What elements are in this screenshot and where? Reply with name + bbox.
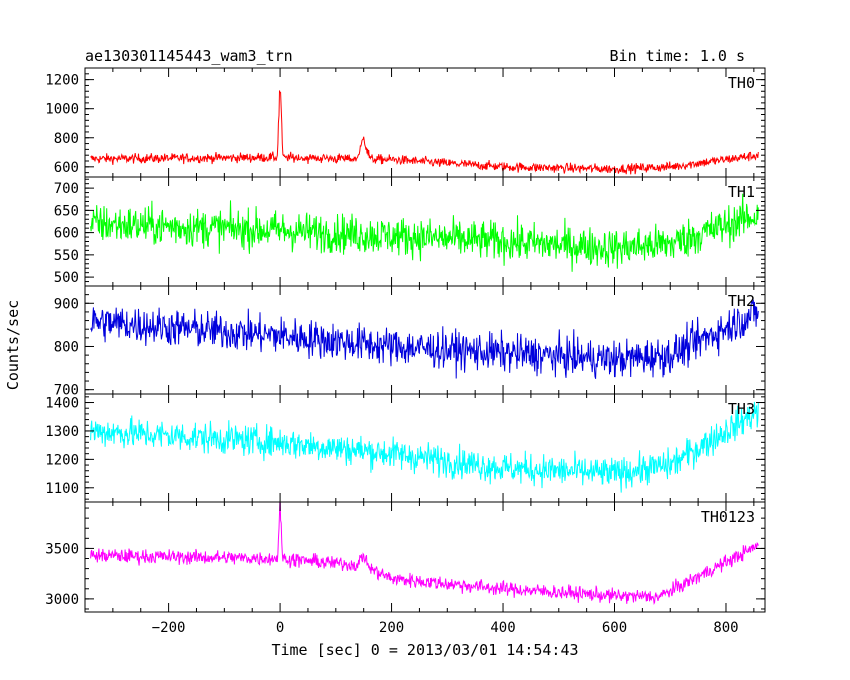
y-tick-label: 700 xyxy=(54,181,79,197)
y-tick-label: 600 xyxy=(54,226,79,242)
panel-th3: 1100 1200 1300 1400 TH3 xyxy=(45,393,766,503)
panel-frame xyxy=(84,393,766,503)
y-tick-label: 1000 xyxy=(45,102,79,118)
series-line-th0123 xyxy=(90,502,759,606)
series-line-th0 xyxy=(90,90,759,175)
x-axis-tick-labels: −200 0 200 400 600 800 xyxy=(152,620,739,636)
series-line-th1 xyxy=(90,193,759,272)
panel-frame xyxy=(84,285,766,395)
y-tick-label: 1200 xyxy=(45,73,79,89)
series-line-th2 xyxy=(90,299,759,379)
x-tick-label: 0 xyxy=(276,620,284,636)
panel-label-th0: TH0 xyxy=(728,74,755,92)
y-tick-label: 1100 xyxy=(45,481,79,497)
panel-th2: 700 800 900 TH2 xyxy=(54,285,766,399)
y-tick-label: 3500 xyxy=(45,541,79,557)
panel-label-th1: TH1 xyxy=(728,183,755,201)
y-tick-label: 600 xyxy=(54,160,79,176)
y-tick-label: 500 xyxy=(54,270,79,286)
panel-label-th2: TH2 xyxy=(728,292,755,310)
x-tick-label: 400 xyxy=(490,620,515,636)
y-tick-label: 3000 xyxy=(45,592,79,608)
x-tick-label: 600 xyxy=(602,620,627,636)
y-tick-label: 1300 xyxy=(45,424,79,440)
panel-th0123: 3000 3500 TH0123 xyxy=(45,501,766,613)
y-tick-label: 1200 xyxy=(45,452,79,468)
panel-label-th0123: TH0123 xyxy=(701,508,755,526)
chart-title: ae130301145443_wam3_trn xyxy=(85,47,293,65)
panels-group: 600 800 1000 1200 TH0 500 550 600 650 700 TH1 700 80… xyxy=(45,67,766,613)
x-tick-label: 200 xyxy=(379,620,404,636)
panel-th0: 600 800 1000 1200 TH0 xyxy=(45,67,766,178)
y-tick-label: 550 xyxy=(54,248,79,264)
y-tick-label: 800 xyxy=(54,131,79,147)
panel-th1: 500 550 600 650 700 TH1 xyxy=(54,176,766,287)
y-tick-label: 800 xyxy=(54,339,79,355)
bin-time-label: Bin time: 1.0 s xyxy=(610,47,745,65)
y-tick-label: 650 xyxy=(54,203,79,219)
series-line-th3 xyxy=(90,401,759,493)
y-tick-label: 900 xyxy=(54,296,79,312)
y-axis-label: Counts/sec xyxy=(4,300,22,390)
x-tick-label: −200 xyxy=(152,620,186,636)
x-axis-label: Time [sec] 0 = 2013/03/01 14:54:43 xyxy=(271,641,578,659)
panel-label-th3: TH3 xyxy=(728,400,755,418)
x-tick-label: 800 xyxy=(713,620,738,636)
panel-frame xyxy=(84,501,766,613)
y-tick-label: 700 xyxy=(54,383,79,399)
y-tick-label: 1400 xyxy=(45,396,79,412)
